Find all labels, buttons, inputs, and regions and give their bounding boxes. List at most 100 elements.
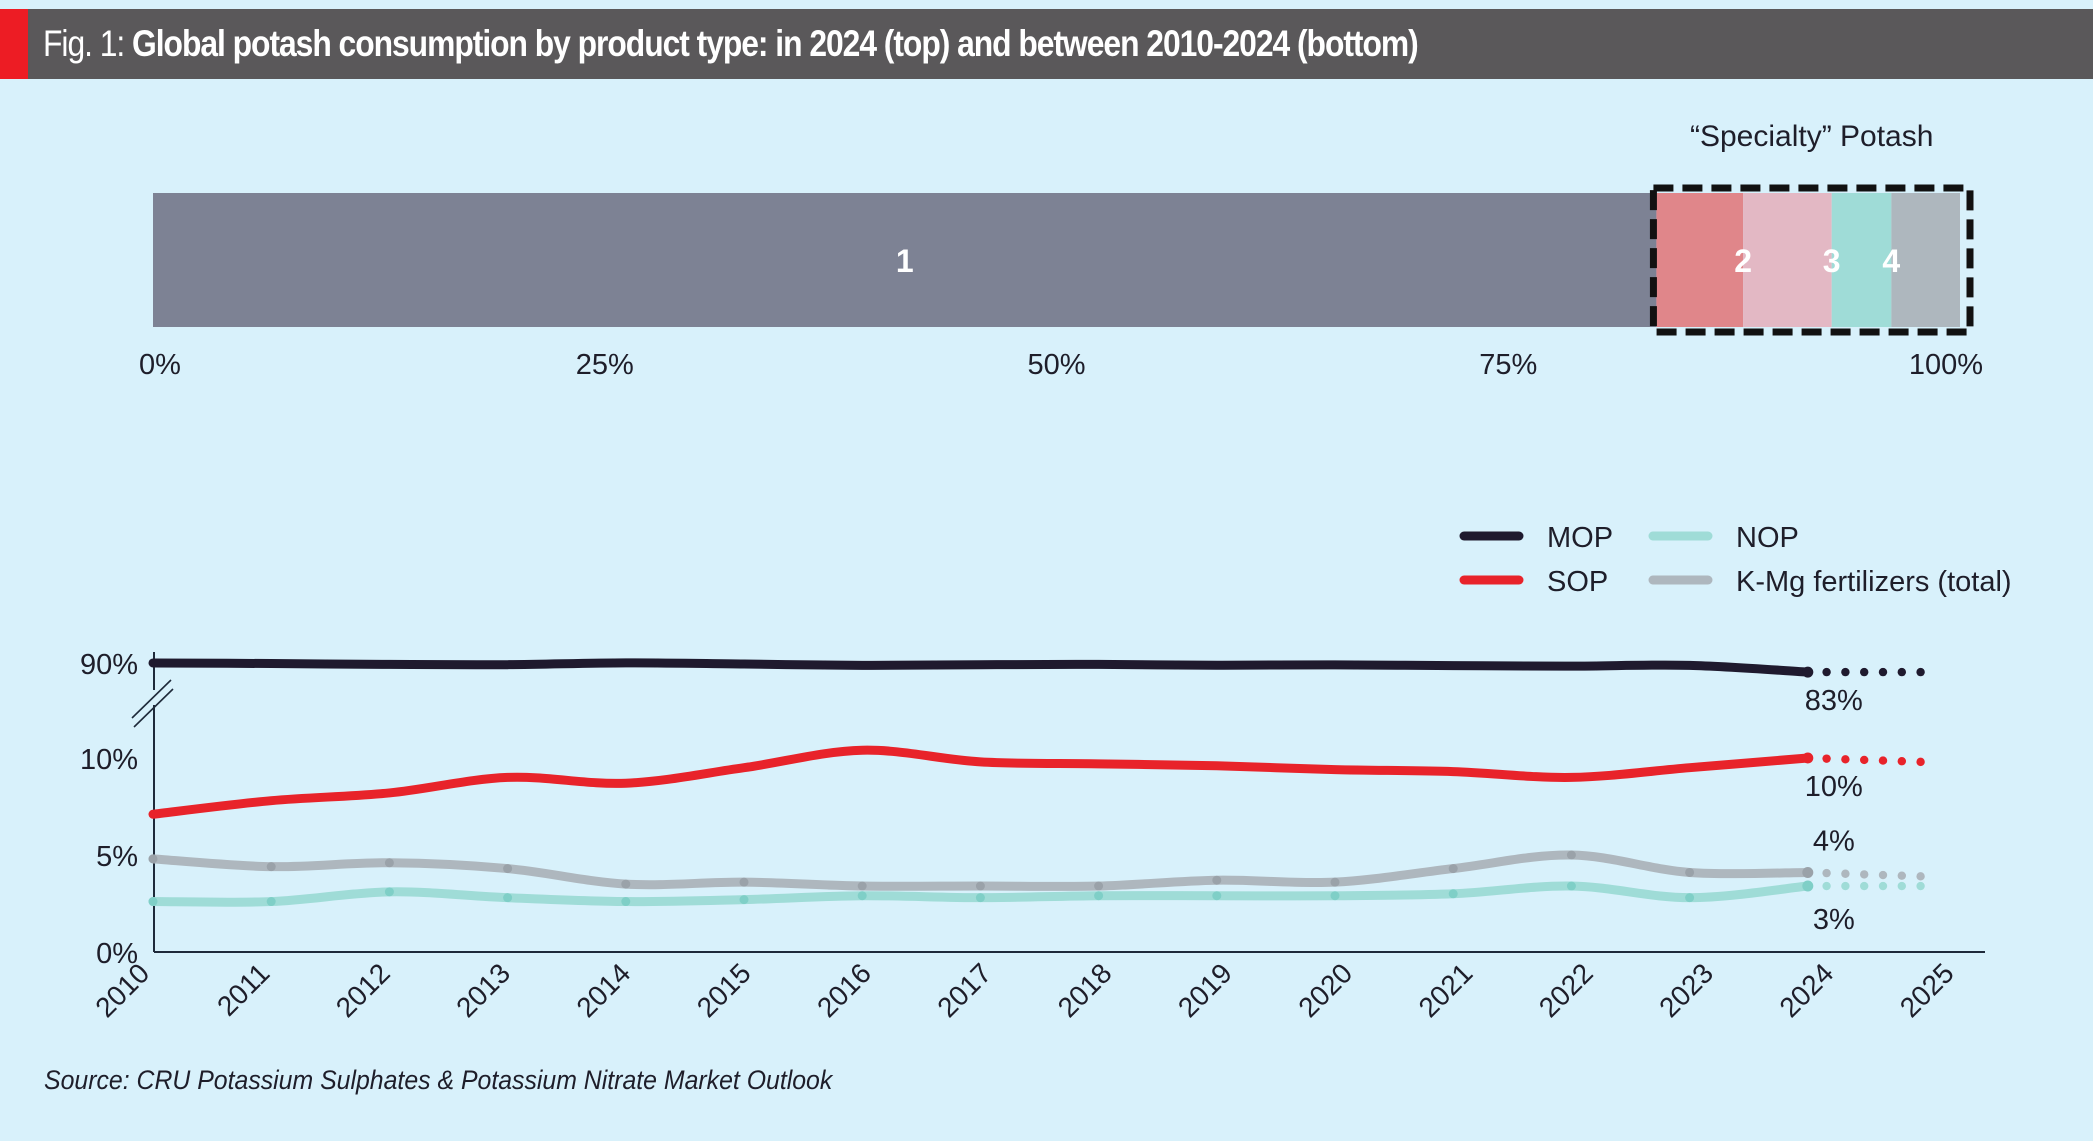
bar-x-tick-label: 50% bbox=[1027, 349, 1085, 381]
y-tick-label: 5% bbox=[96, 841, 138, 873]
projection-dot-kmg bbox=[1878, 870, 1888, 880]
title-accent-stripe bbox=[0, 9, 28, 79]
projection-dot-mop bbox=[1897, 667, 1907, 677]
x-tick-label: 2022 bbox=[1533, 957, 1599, 1023]
bar-segment-1 bbox=[153, 193, 1657, 327]
projection-dot-nop bbox=[1822, 881, 1831, 891]
end-value-label-mop: 83% bbox=[1805, 685, 1863, 717]
data-point-nop bbox=[384, 887, 394, 897]
legend-label-nop: NOP bbox=[1736, 522, 1799, 554]
projection-dot-mop bbox=[1878, 667, 1888, 677]
specialty-dashed-box bbox=[1649, 184, 1974, 336]
figure-title: Fig. 1: Global potash consumption by pro… bbox=[43, 9, 1419, 79]
projection-dot-sop bbox=[1878, 756, 1888, 765]
axis-break-mark bbox=[133, 688, 174, 728]
data-point-nop bbox=[503, 893, 513, 903]
axis-break-mark bbox=[131, 679, 172, 719]
end-point-sop bbox=[1802, 752, 1814, 764]
x-tick-label: 2023 bbox=[1653, 957, 1719, 1023]
end-value-label-nop: 3% bbox=[1813, 904, 1855, 936]
x-tick-label: 2021 bbox=[1413, 957, 1479, 1023]
x-tick-label: 2013 bbox=[450, 957, 516, 1023]
data-point-kmg bbox=[1685, 867, 1695, 877]
projection-dot-nop bbox=[1897, 881, 1907, 891]
y-tick-label: 0% bbox=[96, 938, 138, 970]
stacked-bar-chart: 1 2 3 4 “Specialty” Potash 0% 25% 50% 75% 100% bbox=[139, 120, 1983, 381]
data-point-kmg bbox=[148, 854, 158, 864]
x-tick-label: 2011 bbox=[211, 957, 276, 1022]
chart-legend: MOP SOP NOP K-Mg fertilizers (total) bbox=[1459, 522, 2012, 598]
data-point-nop bbox=[1094, 891, 1104, 901]
bar-segment-2 bbox=[1656, 193, 1744, 327]
projection-dot-mop bbox=[1822, 667, 1831, 677]
projection-dot-sop bbox=[1841, 755, 1850, 764]
bar-segment-3 bbox=[1743, 193, 1832, 327]
data-point-nop bbox=[266, 897, 276, 907]
end-point-mop bbox=[1802, 666, 1814, 678]
projection-dot-nop bbox=[1916, 881, 1925, 891]
data-point-kmg bbox=[1448, 864, 1458, 874]
data-point-kmg bbox=[621, 879, 631, 889]
data-point-nop bbox=[1330, 891, 1340, 901]
end-value-label-sop: 10% bbox=[1805, 771, 1863, 803]
data-point-nop bbox=[1566, 881, 1576, 891]
data-point-kmg bbox=[975, 881, 985, 891]
data-point-kmg bbox=[1330, 877, 1340, 887]
bar-segment-4 bbox=[1831, 193, 1892, 327]
bar-x-tick-label: 100% bbox=[1909, 349, 1983, 381]
bar-segment-label: 3 bbox=[1823, 243, 1841, 279]
data-point-kmg bbox=[1566, 850, 1576, 860]
data-point-nop bbox=[621, 897, 631, 907]
projection-dot-kmg bbox=[1897, 871, 1907, 880]
x-tick-label: 2017 bbox=[931, 957, 997, 1023]
data-point-kmg bbox=[739, 877, 749, 887]
bar-x-tick-label: 25% bbox=[576, 349, 634, 381]
specialty-annotation: “Specialty” Potash bbox=[1690, 120, 1933, 153]
data-point-kmg bbox=[1094, 881, 1104, 891]
source-note: Source: CRU Potassium Sulphates & Potass… bbox=[44, 1065, 833, 1095]
projection-dot-kmg bbox=[1860, 870, 1869, 879]
projection-dot-nop bbox=[1878, 881, 1888, 891]
data-point-nop bbox=[1212, 891, 1222, 901]
x-tick-label: 2015 bbox=[691, 957, 757, 1023]
projection-dot-sop bbox=[1822, 754, 1831, 763]
series-line-mop bbox=[148, 658, 1813, 677]
bar-x-tick-label: 75% bbox=[1479, 349, 1537, 381]
x-tick-label: 2025 bbox=[1894, 957, 1960, 1023]
data-point-nop bbox=[857, 891, 867, 901]
x-tick-label: 2014 bbox=[570, 957, 636, 1023]
projection-dot-mop bbox=[1860, 667, 1869, 677]
data-point-kmg bbox=[384, 858, 394, 868]
bar-x-tick-label: 0% bbox=[139, 349, 181, 381]
data-point-kmg bbox=[857, 881, 867, 891]
data-point-nop bbox=[1685, 893, 1695, 903]
legend-label-mop: MOP bbox=[1547, 522, 1613, 554]
y-tick-label: 90% bbox=[80, 649, 138, 681]
data-point-kmg bbox=[266, 862, 276, 872]
bar-segment-5 bbox=[1891, 193, 1960, 327]
data-point-nop bbox=[975, 893, 985, 903]
x-tick-label: 2024 bbox=[1773, 957, 1839, 1023]
projection-dot-mop bbox=[1841, 667, 1850, 677]
x-tick-label: 2012 bbox=[330, 957, 396, 1023]
end-value-label-kmg: 4% bbox=[1813, 825, 1855, 857]
data-point-nop bbox=[739, 895, 749, 905]
projection-dot-kmg bbox=[1841, 869, 1850, 878]
data-point-nop bbox=[1448, 889, 1458, 899]
projection-dot-mop bbox=[1916, 667, 1925, 677]
data-point-nop bbox=[148, 897, 158, 907]
projection-dot-nop bbox=[1841, 881, 1850, 891]
figure-title-main: Global potash consumption by product typ… bbox=[132, 23, 1419, 64]
projection-dot-sop bbox=[1860, 755, 1869, 765]
y-tick-label: 10% bbox=[80, 744, 138, 776]
projection-dot-sop bbox=[1897, 757, 1907, 766]
bar-segment-label: 1 bbox=[896, 243, 914, 279]
end-point-nop bbox=[1802, 880, 1814, 892]
projection-dot-sop bbox=[1916, 757, 1925, 767]
bar-segment-label: 2 bbox=[1734, 243, 1752, 279]
x-tick-label: 2020 bbox=[1292, 957, 1358, 1023]
legend-label-sop: SOP bbox=[1547, 566, 1608, 598]
legend-label-kmg: K-Mg fertilizers (total) bbox=[1736, 566, 2012, 598]
figure-number: Fig. 1: bbox=[43, 23, 133, 64]
